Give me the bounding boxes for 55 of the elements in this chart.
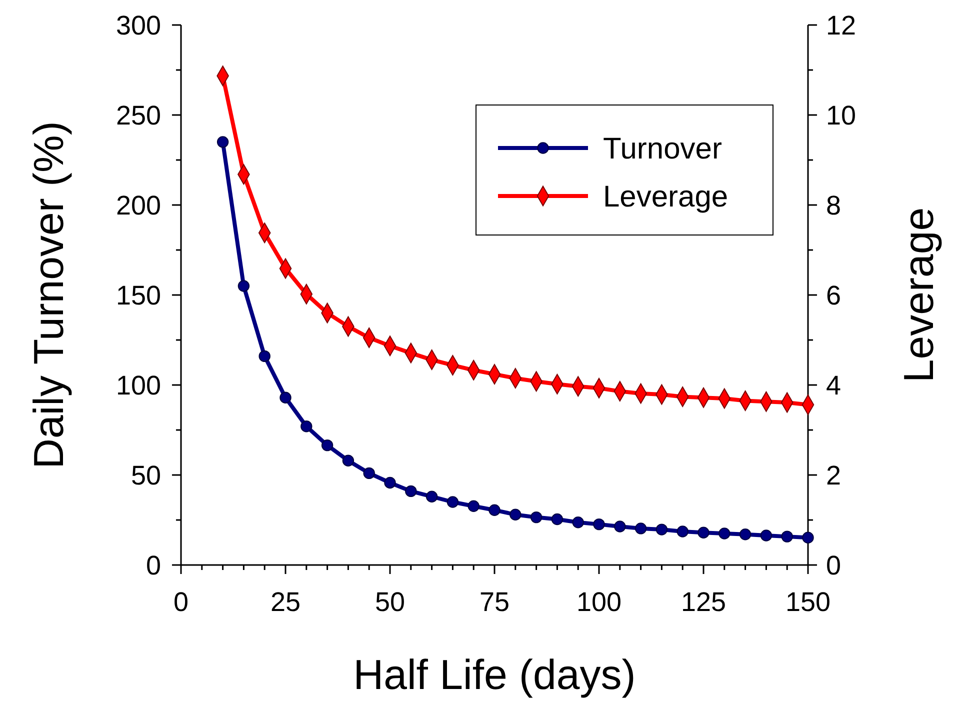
point — [405, 485, 417, 498]
point — [593, 518, 605, 530]
point — [530, 511, 542, 524]
y2-tick-label: 0 — [826, 550, 842, 580]
y-tick-label: 100 — [116, 370, 161, 400]
x-tick-label: 100 — [576, 587, 622, 617]
x-tick-label: 125 — [680, 587, 726, 617]
point — [384, 476, 396, 489]
y-tick-label: 300 — [116, 10, 161, 40]
y-tick-label: 150 — [116, 280, 161, 310]
y2-tick-label: 8 — [826, 190, 842, 220]
point — [258, 350, 270, 362]
point — [216, 136, 229, 148]
point — [634, 522, 647, 534]
x-tick-label: 75 — [479, 587, 510, 617]
y2-tick-label: 10 — [826, 100, 856, 130]
point — [321, 439, 334, 452]
point — [238, 280, 250, 292]
y2-tick-label: 12 — [826, 10, 856, 40]
point — [342, 454, 354, 466]
y-tick-label: 50 — [130, 460, 161, 490]
point — [446, 496, 459, 508]
y-tick-label: 200 — [116, 190, 161, 220]
x-tick-label: 50 — [374, 587, 406, 617]
y2-tick-label: 6 — [826, 280, 842, 310]
point — [510, 508, 522, 520]
point — [426, 490, 438, 502]
point — [676, 526, 688, 538]
x-tick-label: 0 — [173, 587, 189, 617]
point — [781, 530, 793, 542]
y2-tick-label: 4 — [826, 370, 842, 400]
point — [300, 420, 312, 432]
y-axis-title: Daily Turnover (%) — [25, 121, 72, 469]
point — [468, 500, 480, 512]
point — [698, 526, 710, 538]
y-tick-label: 250 — [116, 100, 161, 130]
point — [760, 530, 772, 542]
point — [488, 504, 500, 516]
point — [572, 516, 584, 528]
point — [802, 532, 814, 544]
x-axis-title: Half Life (days) — [353, 651, 636, 698]
point — [363, 467, 375, 480]
point — [551, 513, 564, 526]
point — [614, 520, 626, 532]
legend-label: Leverage — [603, 180, 728, 214]
y-tick-label: 0 — [146, 550, 161, 580]
x-tick-label: 25 — [270, 587, 301, 617]
y2-tick-label: 2 — [826, 460, 842, 490]
y2-axis-title: Leverage — [895, 207, 942, 383]
x-tick-label: 150 — [785, 587, 831, 617]
legend-label: Turnover — [603, 132, 722, 166]
point — [739, 528, 752, 540]
point — [656, 524, 668, 536]
point — [718, 528, 730, 540]
point — [280, 392, 292, 404]
